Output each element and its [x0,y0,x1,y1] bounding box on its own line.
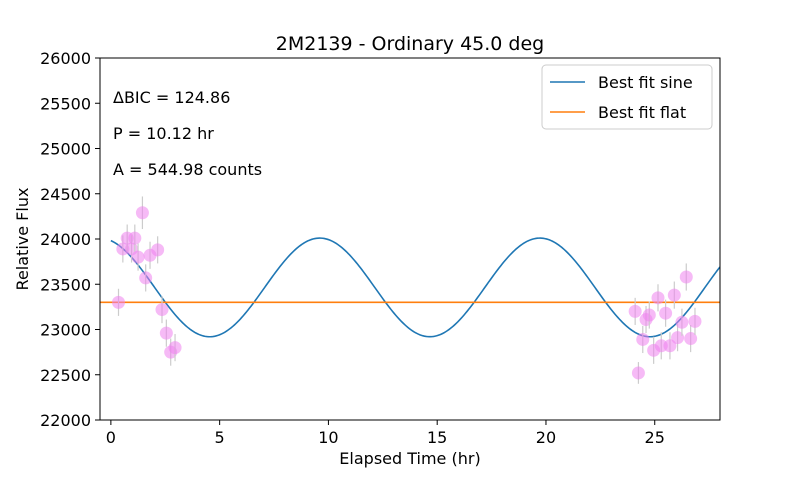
y-tick-label: 24000 [40,230,91,249]
data-point-marker [688,314,702,328]
x-axis-label: Elapsed Time (hr) [339,449,480,468]
data-point [111,288,125,316]
x-tick-label: 0 [106,428,116,447]
annotation-period: P = 10.12 hr [113,124,214,143]
data-point [151,236,165,264]
legend-label-sine: Best fit sine [598,73,693,92]
data-point [663,332,677,360]
data-point [675,308,689,336]
data-point [135,196,149,230]
x-tick-label: 5 [215,428,225,447]
data-point-marker [128,231,142,245]
data-point [671,324,685,352]
data-point [659,299,673,327]
x-tick-label: 15 [427,428,447,447]
data-point-marker [642,308,656,322]
y-tick-label: 23000 [40,321,91,340]
data-point-marker [631,366,645,380]
y-axis-ticks: 22000 22500 23000 23500 24000 24500 25000 25500… [40,49,100,430]
data-point-marker [151,243,165,257]
data-point [168,334,182,362]
y-tick-label: 25000 [40,140,91,159]
data-point-marker [675,315,689,329]
x-tick-label: 20 [536,428,556,447]
data-point-marker [663,339,677,353]
y-axis-label: Relative Flux [13,188,32,291]
y-tick-label: 24500 [40,185,91,204]
annotation-delta-bic: ΔBIC = 124.86 [113,88,230,107]
data-point [131,243,145,271]
y-tick-label: 22500 [40,366,91,385]
data-point [679,263,693,291]
y-tick-label: 26000 [40,49,91,68]
data-point [667,281,681,309]
data-point [651,284,665,312]
data-point [631,362,645,384]
data-point-marker [659,306,673,320]
data-point-marker [111,295,125,309]
data-point [642,301,656,329]
data-point-marker [135,206,149,220]
x-axis-ticks: 0 5 10 15 20 25 [106,420,665,447]
legend: Best fit sine Best fit flat [541,64,713,130]
y-tick-label: 23500 [40,275,91,294]
data-point-marker [684,332,698,346]
data-point [636,325,650,354]
data-point [628,297,642,325]
data-point [684,324,698,353]
data-point-marker [131,250,145,264]
data-point-marker [155,303,169,317]
data-point-marker [159,326,173,340]
chart-title: 2M2139 - Ordinary 45.0 deg [276,33,544,55]
data-point [155,296,169,324]
y-tick-label: 25500 [40,94,91,113]
data-point-marker [168,341,182,355]
data-point-marker [628,304,642,318]
data-point [139,264,153,292]
legend-label-flat: Best fit flat [598,103,686,122]
legend-box [541,64,713,130]
data-point-marker [671,331,685,345]
data-point-marker [139,271,153,285]
data-point-marker [651,291,665,305]
data-point-marker [636,332,650,346]
x-tick-label: 10 [318,428,338,447]
plot-area [100,196,720,384]
y-tick-label: 22000 [40,411,91,430]
data-point-marker [667,288,681,302]
data-point [688,307,702,335]
best-fit-sine-line [110,237,720,338]
data-point [128,224,142,252]
annotation-amplitude: A = 544.98 counts [113,160,262,179]
data-point [159,319,173,347]
data-point-marker [679,270,693,284]
x-tick-label: 25 [645,428,665,447]
